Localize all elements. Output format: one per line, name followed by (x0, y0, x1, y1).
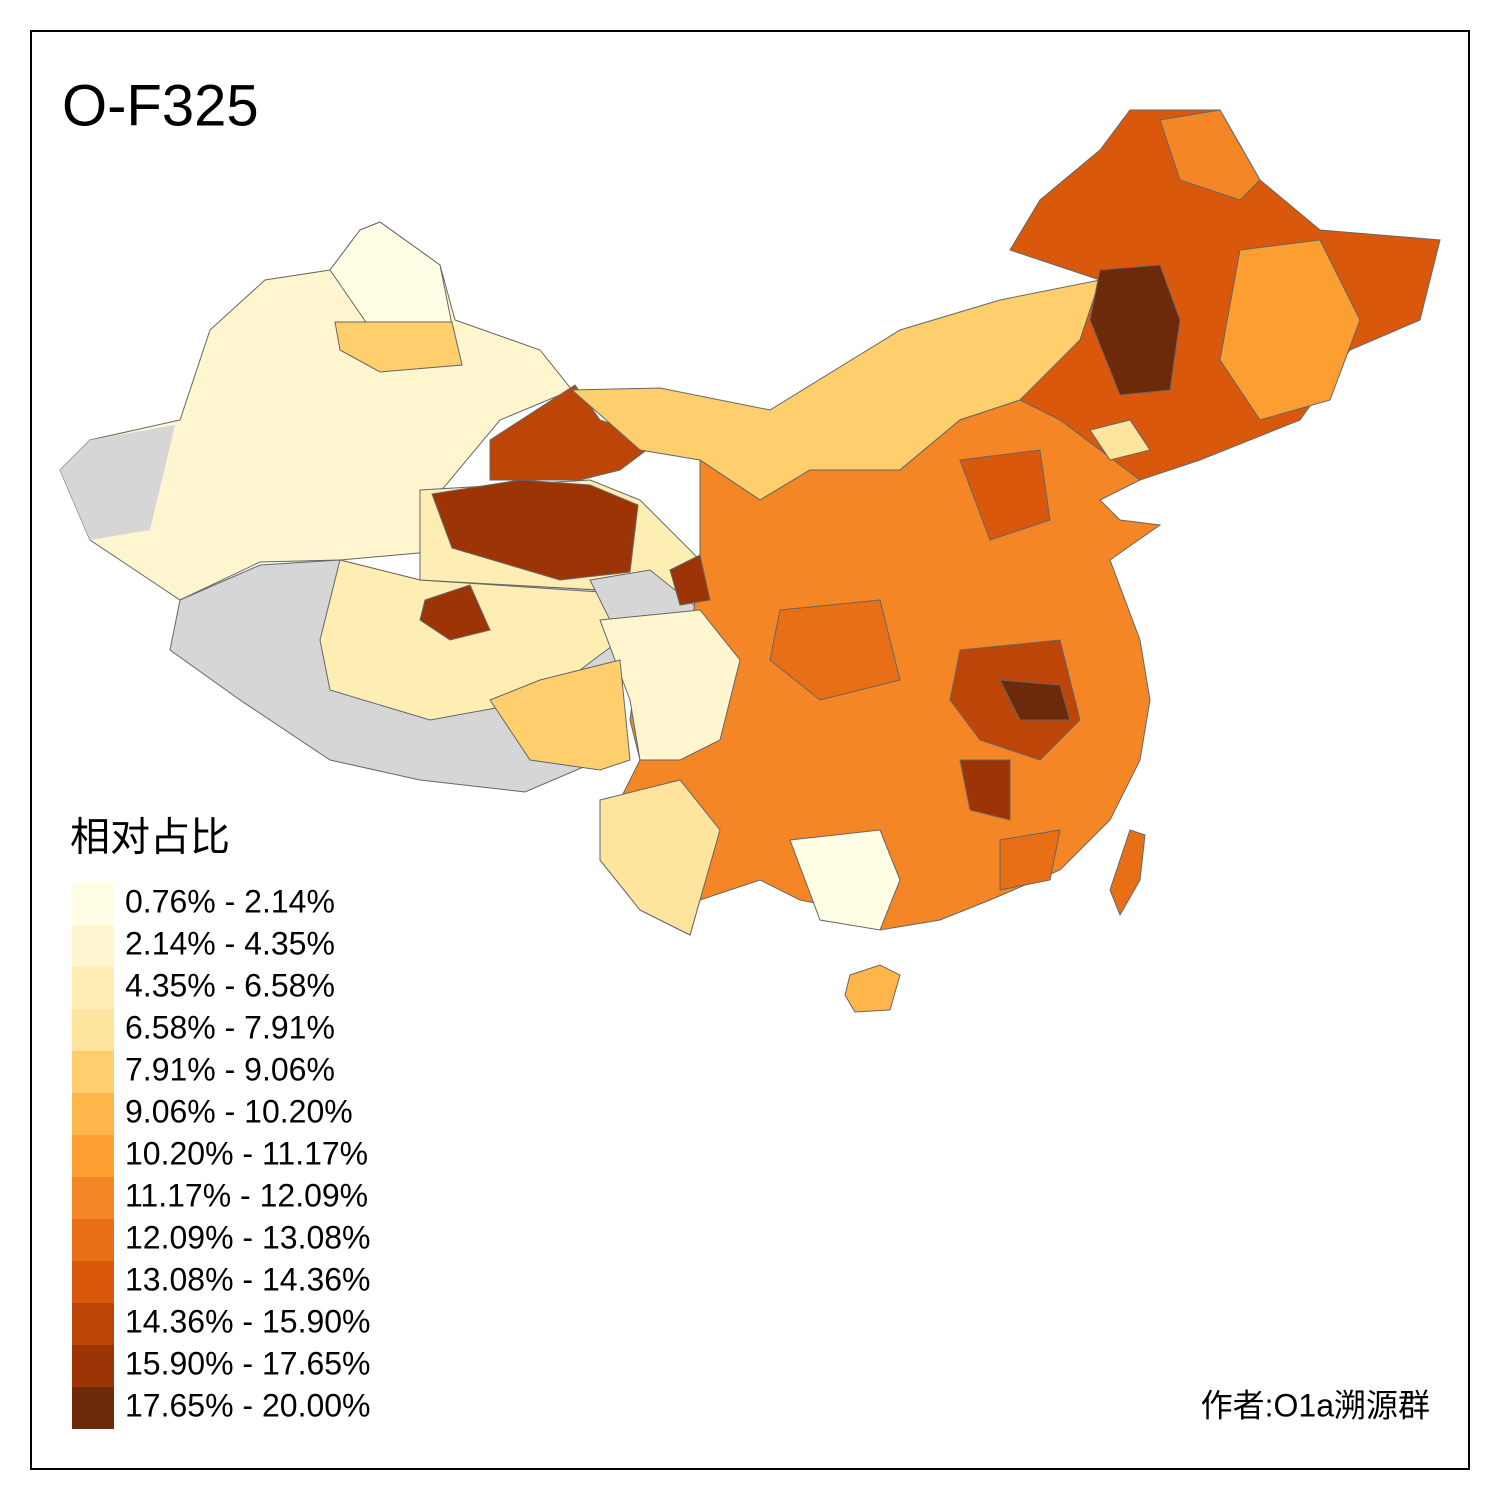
legend-label: 6.58% - 7.91% (125, 1009, 335, 1045)
region (599, 609, 741, 761)
map-regions (59, 109, 1441, 1013)
region (1109, 829, 1146, 917)
region (419, 584, 491, 641)
region (959, 449, 1051, 541)
region (1089, 419, 1151, 461)
region (334, 321, 463, 373)
region (999, 679, 1071, 721)
legend-swatch (72, 1387, 114, 1429)
region (599, 779, 721, 936)
legend-label: 12.09% - 13.08% (125, 1219, 371, 1255)
legend-label: 4.35% - 6.58% (125, 967, 335, 1003)
legend-swatch (72, 1009, 114, 1051)
region (789, 829, 901, 931)
region (1219, 239, 1361, 421)
legend-swatch (72, 1051, 114, 1093)
legend-label: 15.90% - 17.65% (125, 1345, 371, 1381)
region (844, 964, 901, 1013)
region (999, 829, 1061, 891)
legend-label: 9.06% - 10.20% (125, 1093, 353, 1129)
legend-swatch (72, 1345, 114, 1387)
legend-swatch (72, 1261, 114, 1303)
legend-swatch (72, 1303, 114, 1345)
legend-swatch (72, 883, 114, 925)
legend-label: 14.36% - 15.90% (125, 1303, 371, 1339)
region (669, 554, 711, 606)
region (769, 599, 901, 701)
map-title: O-F325 (62, 73, 259, 138)
region (1089, 264, 1181, 396)
region (489, 659, 631, 771)
region (431, 479, 639, 581)
legend-swatch (72, 1177, 114, 1219)
legend: 0.76% - 2.14% 2.14% - 4.35% 4.35% - 6.58% 6… (72, 883, 371, 1429)
legend-swatch (72, 1219, 114, 1261)
legend-label: 2.14% - 4.35% (125, 925, 335, 961)
region (60, 425, 175, 540)
legend-title: 相对占比 (70, 816, 230, 860)
region (959, 759, 1011, 821)
legend-label: 11.17% - 12.09% (125, 1177, 368, 1213)
legend-label: 7.91% - 9.06% (125, 1051, 335, 1087)
legend-swatch (72, 1093, 114, 1135)
legend-label: 0.76% - 2.14% (125, 883, 335, 919)
legend-label: 13.08% - 14.36% (125, 1261, 371, 1297)
legend-swatch (72, 967, 114, 1009)
legend-swatch (72, 1135, 114, 1177)
credit: 作者:O1a溯源群 (1201, 1387, 1430, 1423)
legend-swatch (72, 925, 114, 967)
legend-label: 17.65% - 20.00% (125, 1387, 371, 1423)
legend-label: 10.20% - 11.17% (125, 1135, 368, 1171)
region (1159, 109, 1261, 201)
frame (30, 30, 1470, 1470)
